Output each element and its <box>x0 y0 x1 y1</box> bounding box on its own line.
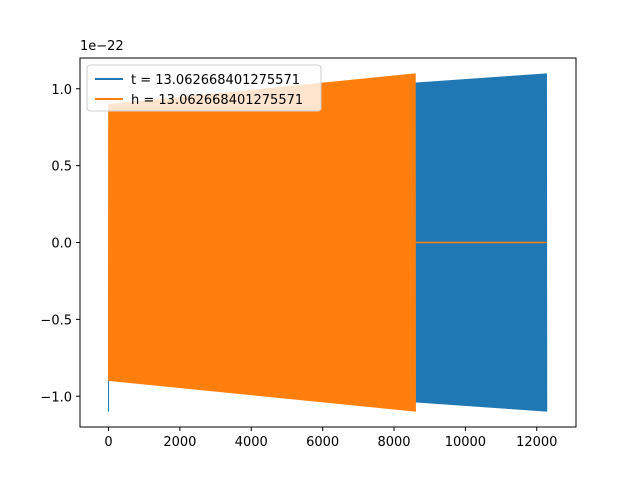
y-tick-label: −1.0 <box>40 390 72 405</box>
plot-series <box>108 73 548 412</box>
x-tick-label: 6000 <box>306 435 339 450</box>
legend-box <box>86 64 322 112</box>
y-tick-label: 1.0 <box>51 83 72 98</box>
x-tick-label: 4000 <box>235 435 268 450</box>
x-tick-label: 10000 <box>445 435 486 450</box>
legend-label-1: t = 13.062668401275571 <box>131 73 300 88</box>
y-tick-label: −0.5 <box>40 313 72 328</box>
x-axis: 0 2000 4000 6000 8000 10000 12000 <box>104 427 557 450</box>
series-line-2 <box>108 73 416 412</box>
y-tick-label: 0.0 <box>51 237 72 252</box>
legend: t = 13.062668401275571 h = 13.06266840127… <box>86 64 322 112</box>
legend-label-2: h = 13.062668401275571 <box>131 93 303 108</box>
y-offset-text: 1e−22 <box>80 39 124 54</box>
x-tick-label: 8000 <box>377 435 410 450</box>
x-tick-label: 2000 <box>163 435 196 450</box>
y-axis: −1.0 −0.5 0.0 0.5 1.0 <box>40 83 80 405</box>
y-tick-label: 0.5 <box>51 160 72 175</box>
x-tick-label: 0 <box>104 435 112 450</box>
x-tick-label: 12000 <box>516 435 557 450</box>
